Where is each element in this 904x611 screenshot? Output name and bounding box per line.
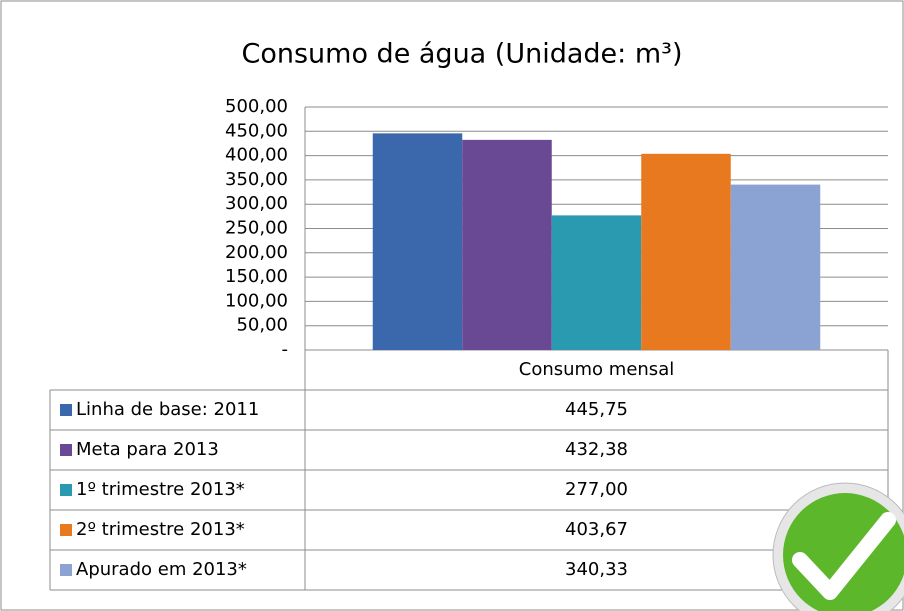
bar	[730, 184, 821, 350]
legend-key	[60, 484, 72, 496]
value-label: 277,00	[565, 479, 628, 500]
bar	[551, 215, 642, 350]
value-label: 340,33	[565, 559, 628, 580]
legend-key	[60, 564, 72, 576]
y-tick-label: -	[282, 339, 289, 360]
y-tick-label: 150,00	[225, 266, 288, 287]
y-tick-label: 250,00	[225, 218, 288, 239]
legend-key	[60, 444, 72, 456]
y-tick-label: 450,00	[225, 120, 288, 141]
legend-key	[60, 524, 72, 536]
bar	[641, 153, 731, 350]
legend-label: Meta para 2013	[76, 439, 219, 460]
value-label: 432,38	[565, 439, 628, 460]
legend-label: Linha de base: 2011	[76, 399, 259, 420]
legend-label: 1º trimestre 2013*	[76, 479, 245, 500]
value-label: 403,67	[565, 519, 628, 540]
legend-label: Apurado em 2013*	[76, 559, 247, 580]
value-label: 445,75	[565, 399, 628, 420]
y-tick-label: 400,00	[225, 145, 288, 166]
y-tick-label: 100,00	[225, 290, 288, 311]
y-tick-label: 50,00	[236, 315, 288, 336]
legend-label: 2º trimestre 2013*	[76, 519, 245, 540]
y-tick-label: 200,00	[225, 242, 288, 263]
category-label: Consumo mensal	[519, 359, 674, 380]
bar	[462, 139, 552, 350]
check-icon	[772, 482, 904, 611]
y-tick-label: 350,00	[225, 169, 288, 190]
legend-key	[60, 404, 72, 416]
y-tick-label: 500,00	[225, 96, 288, 117]
bar	[372, 133, 463, 350]
y-tick-label: 300,00	[225, 193, 288, 214]
chart-title: Consumo de água (Unidade: m³)	[241, 39, 682, 70]
